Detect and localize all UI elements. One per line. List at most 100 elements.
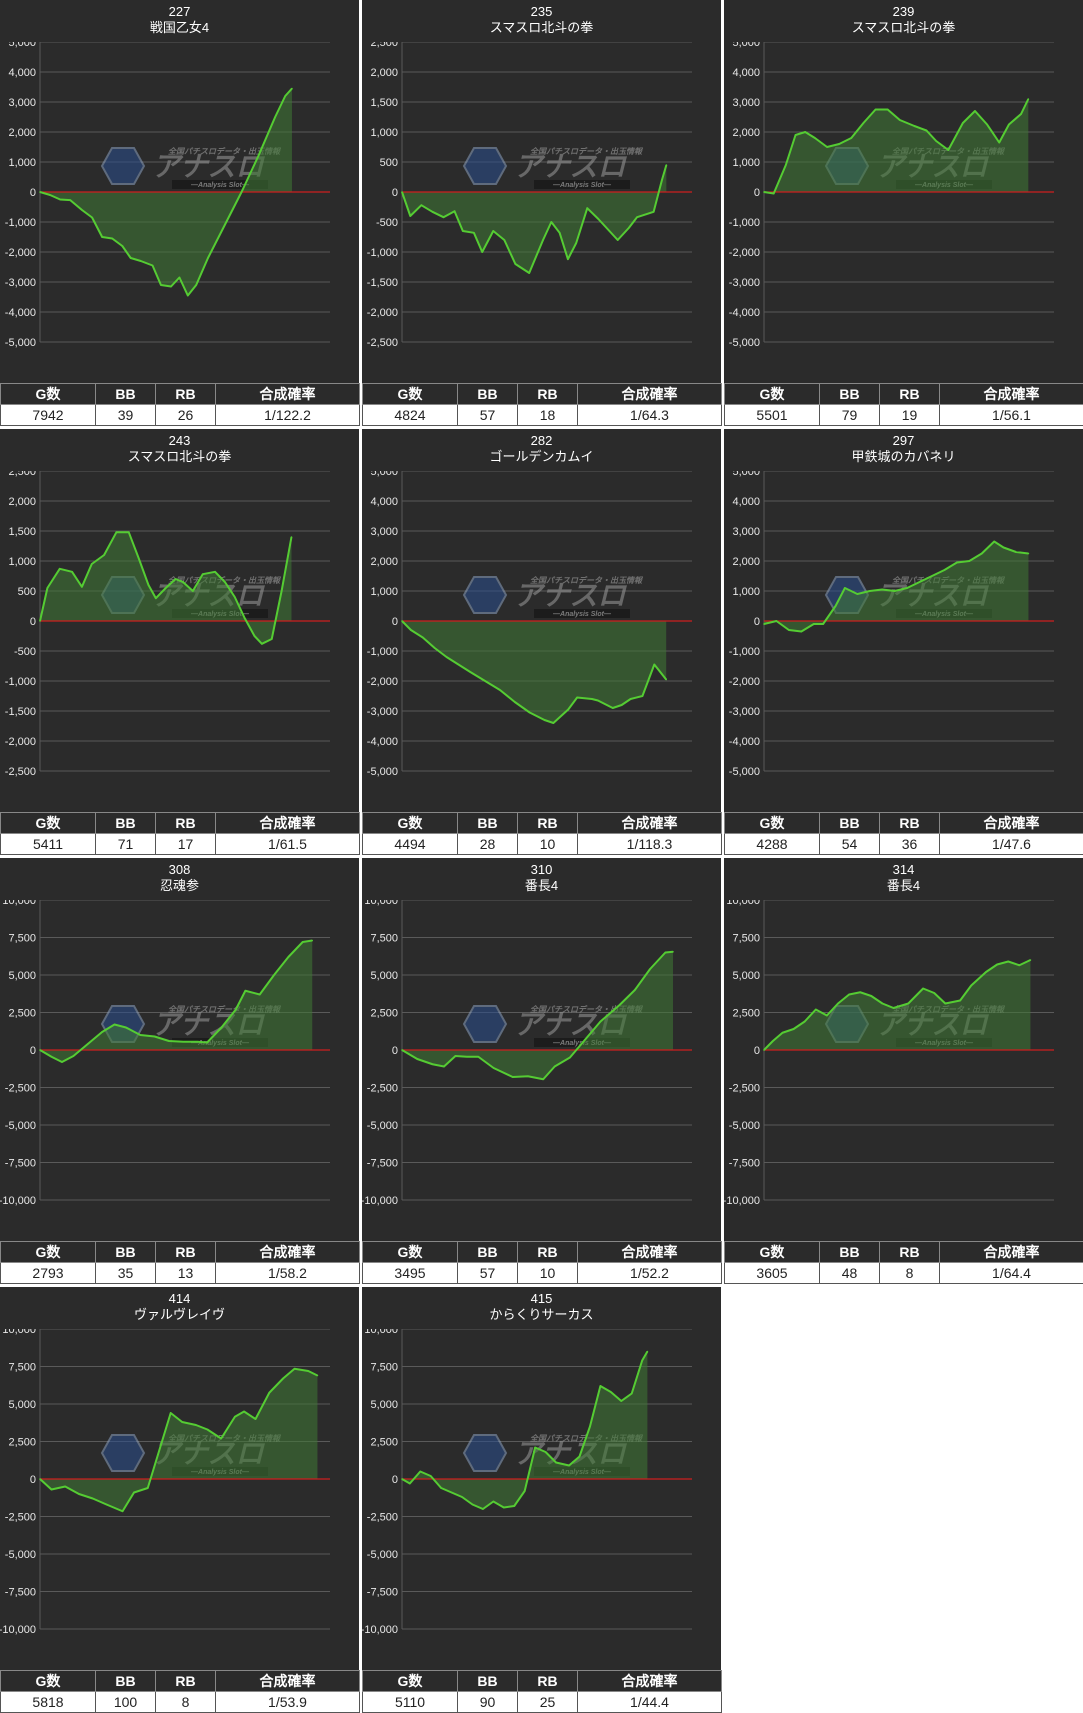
machine-title: 戦国乙女4 xyxy=(0,20,359,36)
y-tick-label: -5,000 xyxy=(367,1120,398,1132)
rb-header: RB xyxy=(880,813,940,834)
data-point xyxy=(64,1486,66,1488)
data-point xyxy=(261,643,263,645)
data-point xyxy=(207,1429,209,1431)
games-count: 3495 xyxy=(363,1263,458,1284)
games-count: 5818 xyxy=(1,1692,96,1713)
data-point xyxy=(73,1055,75,1057)
machine-title: スマスロ北斗の拳 xyxy=(0,449,359,465)
y-tick-label: 4,000 xyxy=(732,67,760,79)
y-tick-label: -4,000 xyxy=(729,736,760,748)
games-header: G数 xyxy=(1,1671,96,1692)
bb-header: BB xyxy=(96,813,156,834)
data-point xyxy=(996,964,998,966)
data-point xyxy=(410,629,412,631)
games-count: 4288 xyxy=(725,834,820,855)
data-point xyxy=(122,1510,124,1512)
data-point xyxy=(628,227,630,229)
y-tick-label: 10,000 xyxy=(2,1329,36,1336)
data-point xyxy=(291,88,293,90)
y-tick-label: 3,000 xyxy=(370,526,398,538)
data-point xyxy=(443,1066,445,1068)
y-tick-label: 2,000 xyxy=(8,127,36,139)
bb-header: BB xyxy=(458,1671,518,1692)
data-point xyxy=(451,1492,453,1494)
data-point xyxy=(848,994,850,996)
data-point xyxy=(844,587,846,589)
bb-count: 54 xyxy=(820,834,880,855)
watermark-caption: 全国パチスロデータ・出玉情報 xyxy=(530,575,644,585)
games-count: 4494 xyxy=(363,834,458,855)
data-point xyxy=(649,968,651,970)
data-point xyxy=(92,1498,94,1500)
machine-number: 297 xyxy=(724,433,1083,449)
y-tick-label: 1,000 xyxy=(370,586,398,598)
data-point xyxy=(81,586,83,588)
bb-header: BB xyxy=(820,384,880,405)
bb-header: BB xyxy=(96,1242,156,1263)
combined-rate: 1/47.6 xyxy=(940,834,1083,855)
data-point xyxy=(39,1049,41,1051)
combined-rate: 1/61.5 xyxy=(216,834,360,855)
y-tick-label: 0 xyxy=(392,187,398,199)
data-point xyxy=(600,1021,602,1023)
data-point xyxy=(1019,964,1021,966)
watermark-sub: —Analysis Slot— xyxy=(190,182,250,189)
data-point xyxy=(469,671,471,673)
data-point xyxy=(484,680,486,682)
data-point xyxy=(514,701,516,703)
rate-header: 合成確率 xyxy=(578,1671,722,1692)
data-point xyxy=(534,1447,536,1449)
y-tick-label: 7,500 xyxy=(370,1362,398,1374)
y-tick-label: 2,000 xyxy=(732,127,760,139)
data-point xyxy=(598,218,600,220)
data-point xyxy=(281,590,283,592)
bb-count: 71 xyxy=(96,834,156,855)
games-count: 7942 xyxy=(1,405,96,426)
data-point xyxy=(589,1426,591,1428)
data-point xyxy=(59,199,61,201)
data-point xyxy=(579,1456,581,1458)
data-point xyxy=(49,194,51,196)
data-point xyxy=(837,1003,839,1005)
rb-count: 10 xyxy=(518,834,578,855)
data-point xyxy=(835,605,837,607)
machine-number: 310 xyxy=(362,862,721,878)
y-tick-label: -7,500 xyxy=(367,1158,398,1170)
data-point xyxy=(273,974,275,976)
data-point xyxy=(661,179,663,181)
data-point xyxy=(882,1003,884,1005)
y-tick-label: -1,000 xyxy=(5,217,36,229)
watermark-caption: 全国パチスロデータ・出玉情報 xyxy=(530,146,644,156)
games-count: 5411 xyxy=(1,834,96,855)
rb-count: 13 xyxy=(156,1263,216,1284)
data-point xyxy=(634,989,636,991)
data-point xyxy=(224,581,226,583)
data-point xyxy=(106,1504,108,1506)
y-tick-label: -1,000 xyxy=(5,676,36,688)
y-tick-label: -2,500 xyxy=(5,1083,36,1095)
data-point xyxy=(271,638,273,640)
data-point xyxy=(569,1057,571,1059)
data-point xyxy=(838,143,840,145)
data-point xyxy=(284,95,286,97)
y-tick-label: -3,000 xyxy=(367,706,398,718)
data-point xyxy=(956,562,958,564)
bb-count: 90 xyxy=(458,1692,518,1713)
data-point xyxy=(793,1028,795,1030)
data-point xyxy=(197,1041,199,1043)
data-point xyxy=(822,623,824,625)
data-point xyxy=(993,541,995,543)
data-point xyxy=(894,590,896,592)
data-point xyxy=(591,698,593,700)
y-tick-label: 2,000 xyxy=(732,556,760,568)
data-point xyxy=(288,956,290,958)
data-point xyxy=(524,1490,526,1492)
data-point xyxy=(567,709,569,711)
